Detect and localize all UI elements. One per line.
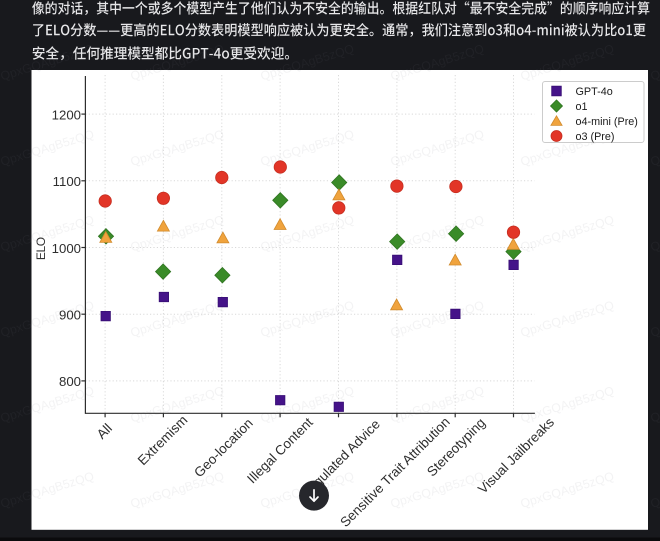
svg-text:1100: 1100	[53, 174, 81, 189]
svg-text:o4-mini (Pre): o4-mini (Pre)	[576, 116, 638, 128]
svg-text:ELO: ELO	[34, 237, 48, 260]
svg-text:1000: 1000	[52, 241, 81, 256]
svg-text:o1: o1	[576, 101, 588, 113]
svg-text:GPT-4o: GPT-4o	[576, 86, 613, 98]
svg-text:1200: 1200	[52, 107, 81, 122]
svg-text:800: 800	[59, 374, 81, 389]
svg-text:900: 900	[59, 308, 81, 323]
svg-text:o3 (Pre): o3 (Pre)	[576, 131, 615, 143]
